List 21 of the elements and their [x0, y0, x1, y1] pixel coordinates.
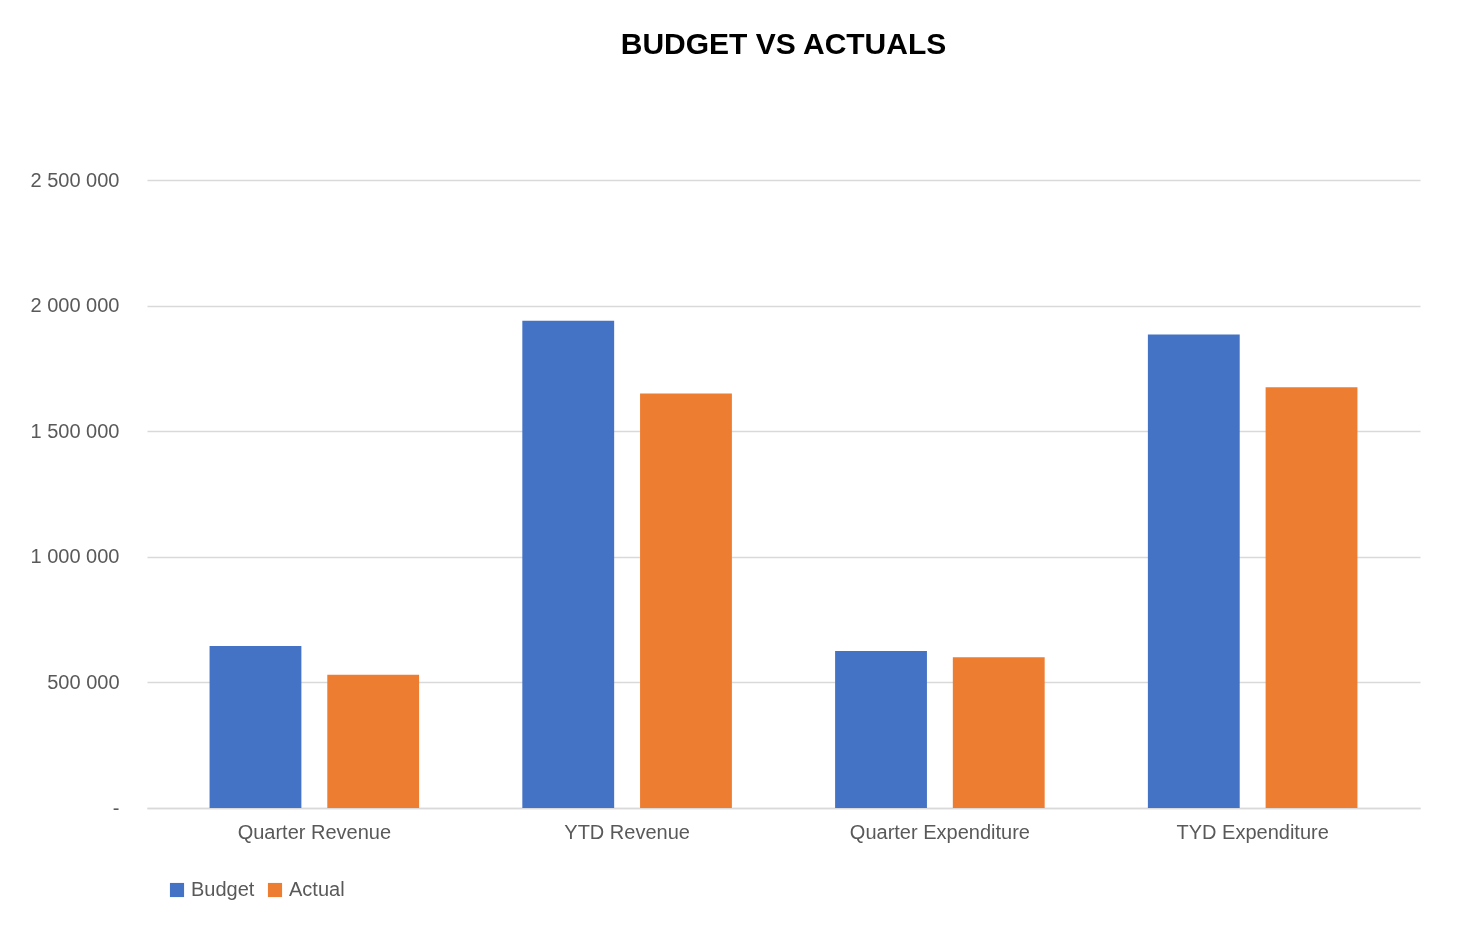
x-tick-label: Quarter Revenue: [237, 820, 392, 843]
y-tick-label: 1 000 000: [30, 545, 120, 568]
x-tick-label: TYD Expenditure: [1176, 820, 1329, 843]
bar: [640, 393, 732, 808]
bar: [1147, 334, 1240, 808]
bar: [835, 651, 927, 808]
bar: [952, 657, 1045, 808]
chart-title: BUDGET VS ACTUALS: [620, 27, 947, 60]
legend-label: Budget: [191, 878, 255, 900]
y-tick-label: 500 000: [47, 670, 120, 693]
bar: [522, 320, 615, 808]
y-tick-label: 2 000 000: [30, 294, 120, 317]
x-tick-label: YTD Revenue: [564, 820, 690, 843]
y-tick-label: 1 500 000: [30, 419, 120, 442]
y-tick-label: 2 500 000: [30, 168, 120, 191]
x-tick-label: Quarter Expenditure: [849, 820, 1030, 843]
bar: [327, 674, 420, 808]
bar: [209, 645, 302, 808]
y-tick-label: -: [112, 796, 120, 819]
legend-label: Actual: [289, 878, 345, 900]
bar: [1265, 387, 1358, 808]
